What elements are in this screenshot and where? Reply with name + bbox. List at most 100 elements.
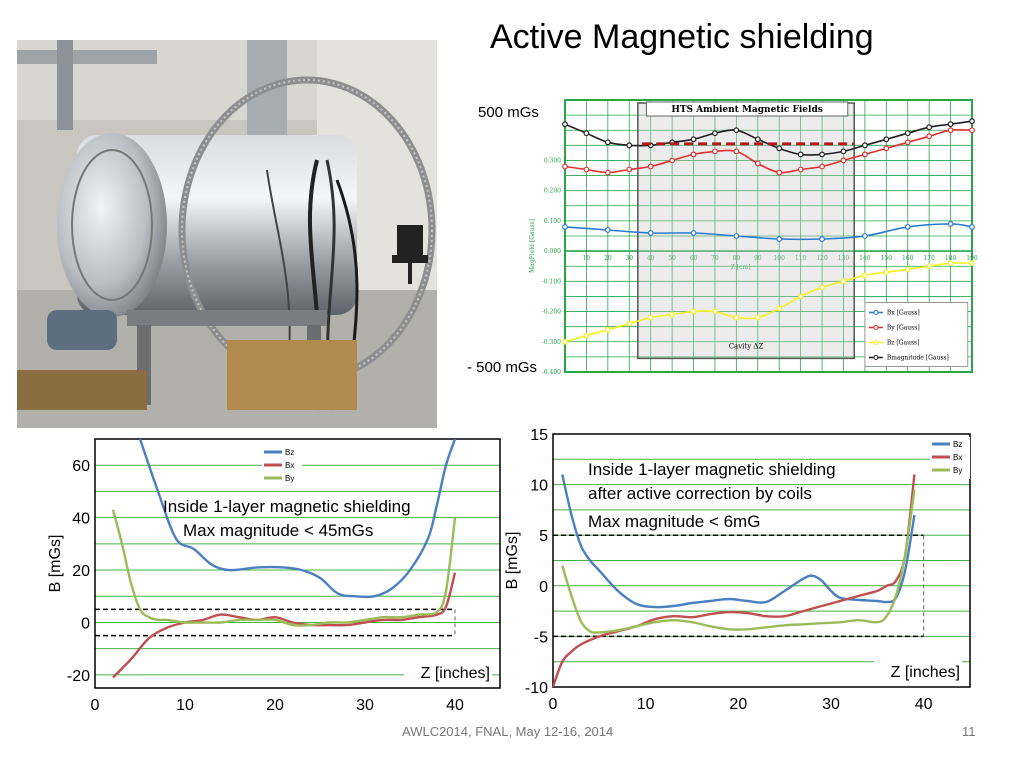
y-tick-label: 0.200 bbox=[544, 188, 561, 195]
x-tick-label: 40 bbox=[446, 697, 464, 714]
legend-label: By [Gauss] bbox=[887, 324, 920, 331]
x-tick-label: 100 bbox=[773, 255, 785, 262]
data-point bbox=[712, 148, 718, 155]
data-point bbox=[797, 151, 804, 158]
data-point bbox=[754, 314, 761, 321]
chart-title: HTS Ambient Magnetic Fields bbox=[671, 105, 822, 115]
x-tick-label: 20 bbox=[604, 255, 612, 262]
data-point bbox=[604, 139, 611, 146]
data-point bbox=[690, 151, 697, 158]
shielded-annotation-line2: Max magnitude < 45mGs bbox=[183, 521, 374, 540]
x-axis-label: Z [inches] bbox=[421, 665, 490, 682]
data-point bbox=[690, 136, 697, 143]
data-point bbox=[947, 221, 954, 227]
upper-field-label: 500 mGs bbox=[478, 104, 539, 121]
x-tick-label: 170 bbox=[923, 255, 935, 262]
data-point bbox=[883, 145, 890, 152]
data-point bbox=[969, 127, 975, 134]
y-tick-label: 5 bbox=[539, 528, 548, 545]
legend-label: Bz [Gauss] bbox=[887, 339, 920, 346]
data-point bbox=[797, 166, 804, 173]
x-tick-label: 0 bbox=[549, 696, 558, 713]
y-tick-label: 0 bbox=[539, 579, 548, 596]
data-point bbox=[754, 160, 761, 167]
y-tick-label: 0.100 bbox=[544, 218, 561, 225]
data-point bbox=[647, 230, 654, 236]
footer-text: AWLC2014, FNAL, May 12-16, 2014 bbox=[402, 724, 614, 739]
y-tick-label: 10 bbox=[530, 478, 548, 495]
y-tick-label: -0.200 bbox=[542, 309, 561, 316]
data-point bbox=[969, 118, 975, 125]
y-axis-label: B [mGs] bbox=[47, 535, 64, 593]
y-tick-label: -20 bbox=[67, 668, 90, 685]
y-tick-label: 60 bbox=[72, 458, 90, 475]
data-point bbox=[819, 163, 825, 170]
data-point bbox=[604, 326, 611, 333]
x-axis-label-bg bbox=[404, 661, 492, 683]
x-tick-label: 30 bbox=[625, 255, 633, 262]
x-tick-label: 140 bbox=[859, 255, 871, 262]
cavity-label: Cavity ΔZ bbox=[729, 342, 764, 350]
x-tick-label: 30 bbox=[356, 697, 374, 714]
data-point bbox=[604, 169, 611, 176]
data-point bbox=[562, 224, 568, 230]
y-axis-label: B [mGs] bbox=[504, 532, 521, 590]
plot-frame bbox=[94, 438, 501, 689]
page-number: 11 bbox=[962, 724, 976, 739]
x-tick-label: 120 bbox=[816, 255, 828, 262]
x-tick-label: 150 bbox=[881, 255, 893, 262]
data-point bbox=[840, 148, 847, 155]
y-tick-label: -0.100 bbox=[542, 278, 561, 285]
x-tick-label: 30 bbox=[822, 696, 840, 713]
x-tick-label: 10 bbox=[176, 697, 194, 714]
legend-label: By bbox=[953, 466, 962, 475]
data-point bbox=[647, 163, 654, 170]
lower-field-label: - 500 mGs bbox=[467, 359, 538, 376]
data-point bbox=[690, 230, 697, 236]
x-tick-label: 190 bbox=[966, 255, 978, 262]
data-point bbox=[861, 272, 868, 279]
data-point bbox=[733, 148, 740, 155]
data-point bbox=[926, 124, 933, 131]
data-point bbox=[947, 121, 954, 128]
data-point bbox=[690, 308, 697, 315]
data-point bbox=[904, 130, 911, 137]
data-point bbox=[926, 133, 933, 140]
data-point bbox=[604, 227, 611, 233]
data-point bbox=[819, 236, 825, 242]
data-point bbox=[562, 338, 568, 345]
legend-marker bbox=[873, 354, 879, 360]
shielded-field-chart: 60 40 20 0 -20 0 10 20 30 40 B [mGs] Z [inches] Bz Bx… bbox=[40, 437, 510, 722]
legend-label: Bz bbox=[285, 448, 294, 457]
data-point bbox=[583, 130, 590, 137]
data-point bbox=[904, 224, 911, 230]
chart-title-box bbox=[645, 101, 849, 117]
corrected-field-chart: 15 10 5 0 -5 -10 0 10 20 30 40 B [mGs] Z [inches] Bz B… bbox=[504, 425, 1005, 720]
data-point bbox=[861, 142, 868, 149]
data-point bbox=[926, 263, 933, 270]
x-tick-label: 160 bbox=[902, 255, 914, 262]
data-point bbox=[669, 157, 676, 164]
data-point bbox=[861, 233, 868, 239]
y-tick-label: -10 bbox=[525, 680, 548, 697]
apparatus-photo bbox=[17, 40, 437, 428]
data-point bbox=[733, 127, 740, 134]
x-axis-label-bg bbox=[874, 660, 962, 682]
y-tick-label: 0.000 bbox=[544, 248, 561, 255]
plot-frame bbox=[552, 433, 971, 688]
y-tick-label: -5 bbox=[534, 629, 548, 646]
corrected-annotation-line1: Inside 1-layer magnetic shielding bbox=[588, 460, 836, 479]
data-point bbox=[669, 311, 676, 318]
slide-title: Active Magnetic shielding bbox=[490, 18, 874, 56]
corrected-annotation-line3: Max magnitude < 6mG bbox=[588, 512, 761, 531]
x-tick-label: 110 bbox=[795, 255, 807, 262]
y-tick-label: 0.300 bbox=[544, 157, 561, 164]
data-point bbox=[754, 136, 761, 143]
data-point bbox=[776, 305, 783, 312]
legend-label: Bz bbox=[953, 440, 962, 449]
y-axis-label: MagField [Gauss] bbox=[529, 219, 536, 273]
data-point bbox=[647, 314, 654, 321]
data-point bbox=[626, 320, 633, 327]
data-point bbox=[733, 314, 740, 321]
series-line bbox=[561, 474, 916, 609]
